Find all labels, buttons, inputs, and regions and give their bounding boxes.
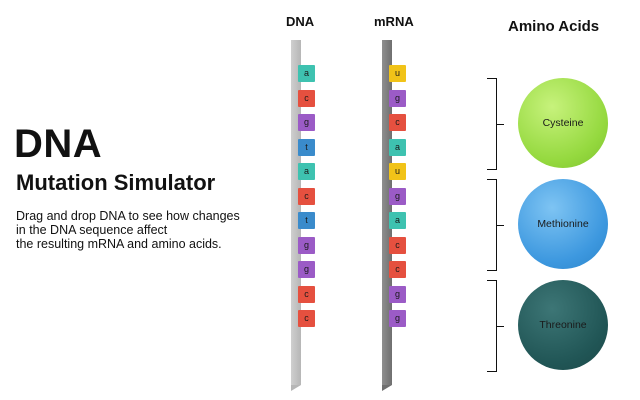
mrna-base: u	[389, 65, 406, 82]
amino-acid-label: Cysteine	[542, 117, 584, 129]
app-subtitle: Mutation Simulator	[16, 170, 216, 195]
instructions-line: Drag and drop DNA to see how changes	[16, 209, 240, 223]
amino-acid-label: Threonine	[539, 319, 587, 331]
instructions-line: in the DNA sequence affect	[16, 223, 168, 237]
mrna-base: c	[389, 261, 406, 278]
dna-base[interactable]: t	[298, 138, 315, 156]
dna-base[interactable]: a	[298, 163, 315, 180]
dna-base[interactable]: a	[298, 65, 315, 82]
amino-acid-cysteine: Cysteine	[518, 78, 608, 168]
mrna-base: g	[389, 285, 406, 303]
mrna-base: g	[389, 89, 406, 107]
instructions-text: Drag and drop DNA to see how changes in …	[16, 209, 276, 251]
mrna-bases: u g c a u g a c c g g	[389, 65, 406, 335]
mrna-base: u	[389, 163, 406, 180]
codon-bracket-3	[487, 280, 504, 372]
codon-bracket-2	[487, 179, 504, 271]
dna-strand-backbone	[291, 40, 301, 391]
dna-bases: a c g t a c t g g c c	[298, 65, 315, 335]
app-title: DNA	[14, 122, 103, 166]
amino-acid-threonine: Threonine	[518, 280, 608, 370]
dna-base[interactable]: t	[298, 212, 315, 229]
dna-base[interactable]: g	[298, 114, 315, 131]
dna-base[interactable]: g	[298, 261, 315, 278]
amino-acid-label: Methionine	[537, 218, 589, 230]
mrna-base: a	[389, 212, 406, 229]
mrna-base: c	[389, 236, 406, 254]
mrna-base: a	[389, 138, 406, 156]
mrna-base: g	[389, 187, 406, 205]
amino-acid-methionine: Methionine	[518, 179, 608, 269]
dna-base[interactable]: g	[298, 236, 315, 254]
amino-acids-header: Amino Acids	[508, 18, 600, 35]
dna-column-header: DNA	[286, 14, 315, 29]
dna-base[interactable]: c	[298, 89, 315, 107]
mrna-column-header: mRNA	[374, 14, 414, 29]
dna-base[interactable]: c	[298, 285, 315, 303]
instructions-line: the resulting mRNA and amino acids.	[16, 237, 222, 251]
mrna-base: g	[389, 310, 406, 327]
codon-bracket-1	[487, 78, 504, 170]
mrna-strand-backbone	[382, 40, 392, 391]
dna-base[interactable]: c	[298, 187, 315, 205]
dna-base[interactable]: c	[298, 310, 315, 327]
mrna-base: c	[389, 114, 406, 131]
